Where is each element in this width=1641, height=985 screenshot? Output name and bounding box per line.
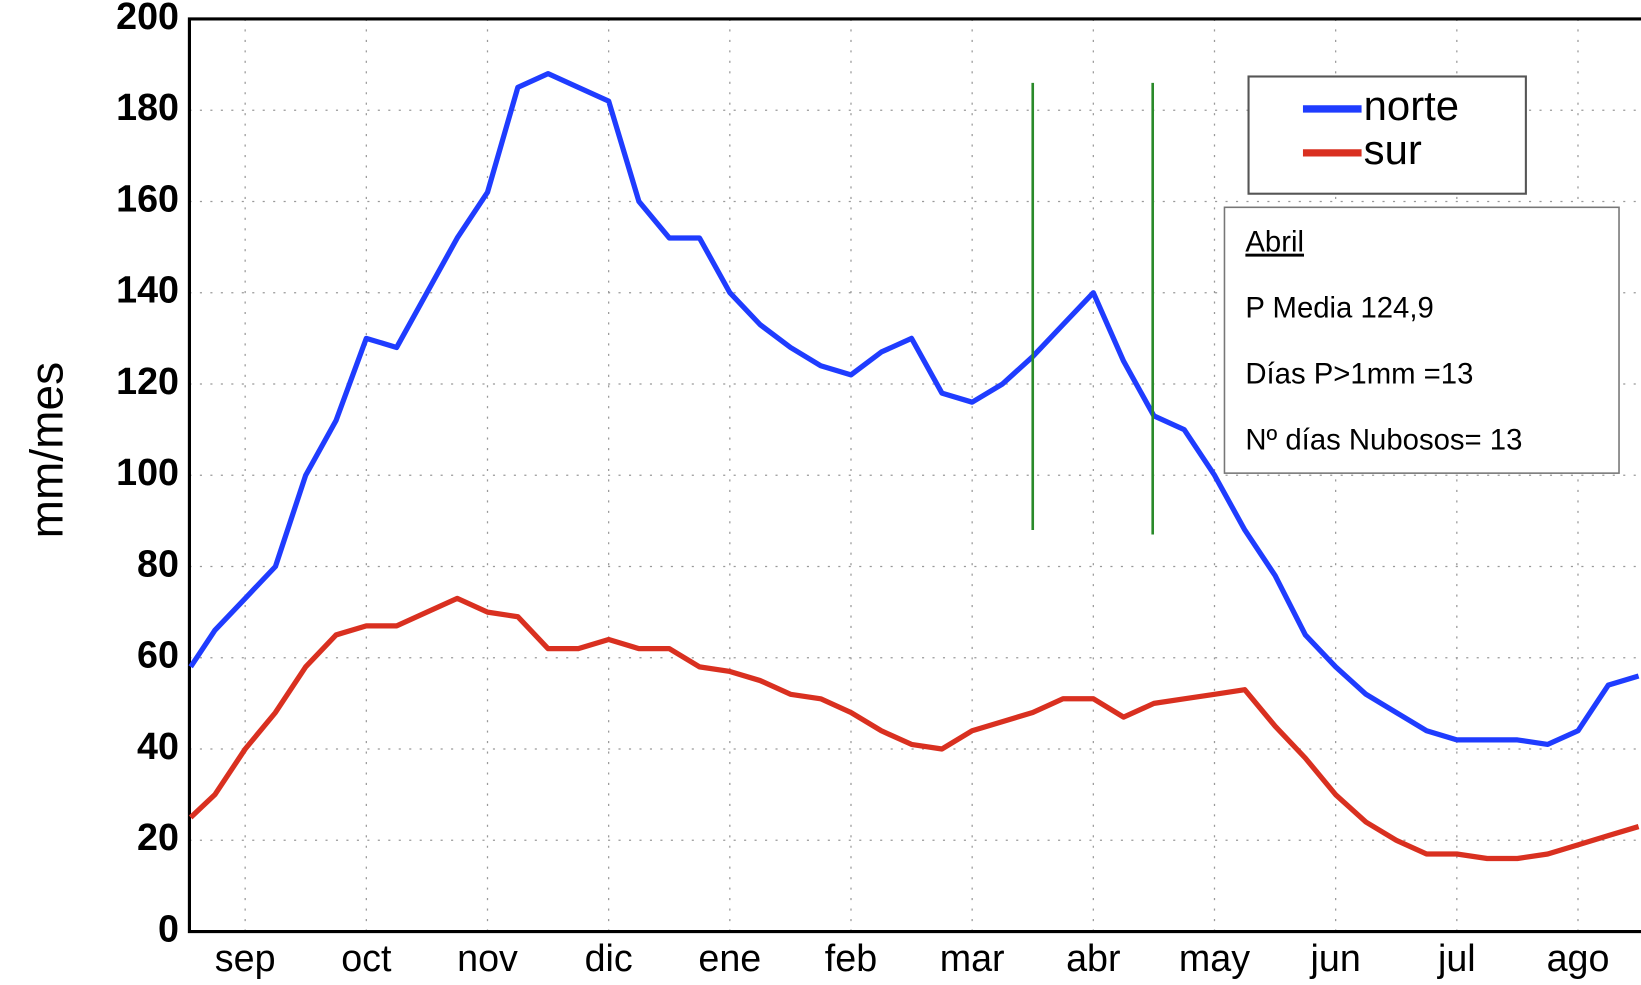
- y-tick-label: 60: [137, 634, 179, 676]
- x-tick-label: abr: [1066, 937, 1120, 979]
- y-tick-label: 100: [116, 451, 179, 493]
- y-tick-label: 140: [116, 269, 179, 311]
- legend-label: norte: [1364, 82, 1459, 129]
- x-tick-label: dic: [585, 937, 633, 979]
- x-tick-label: ago: [1547, 937, 1610, 979]
- x-tick-label: may: [1179, 937, 1250, 979]
- x-tick-label: oct: [341, 937, 392, 979]
- x-tick-label: feb: [825, 937, 877, 979]
- y-tick-label: 180: [116, 86, 179, 128]
- legend-label: sur: [1364, 126, 1422, 173]
- x-tick-label: jun: [1310, 937, 1361, 979]
- x-tick-label: ene: [698, 937, 761, 979]
- y-axis-label: mm/mes: [20, 362, 72, 538]
- axes-frame: [187, 17, 1641, 934]
- x-tick-label: jul: [1437, 937, 1476, 979]
- annotation-box: [1223, 206, 1620, 474]
- x-tick-label: mar: [940, 937, 1005, 979]
- annotation-text: Abril: [1245, 226, 1304, 259]
- y-tick-label: 20: [137, 816, 179, 858]
- annotation-text: Nº días Nubosos= 13: [1245, 423, 1522, 456]
- y-tick-label: 160: [116, 177, 179, 219]
- y-tick-label: 200: [116, 0, 179, 37]
- data-line: [188, 595, 1640, 862]
- y-tick-label: 120: [116, 360, 179, 402]
- y-tick-label: 80: [137, 542, 179, 584]
- y-tick-label: 40: [137, 725, 179, 767]
- data-line: [188, 71, 1640, 748]
- x-tick-label: nov: [457, 937, 518, 979]
- annotation-text: Días P>1mm =13: [1245, 358, 1473, 391]
- legend-box: [1247, 75, 1527, 195]
- annotation-text: P Media 124,9: [1245, 292, 1433, 325]
- y-tick-label: 0: [158, 907, 179, 949]
- x-tick-label: sep: [215, 937, 276, 979]
